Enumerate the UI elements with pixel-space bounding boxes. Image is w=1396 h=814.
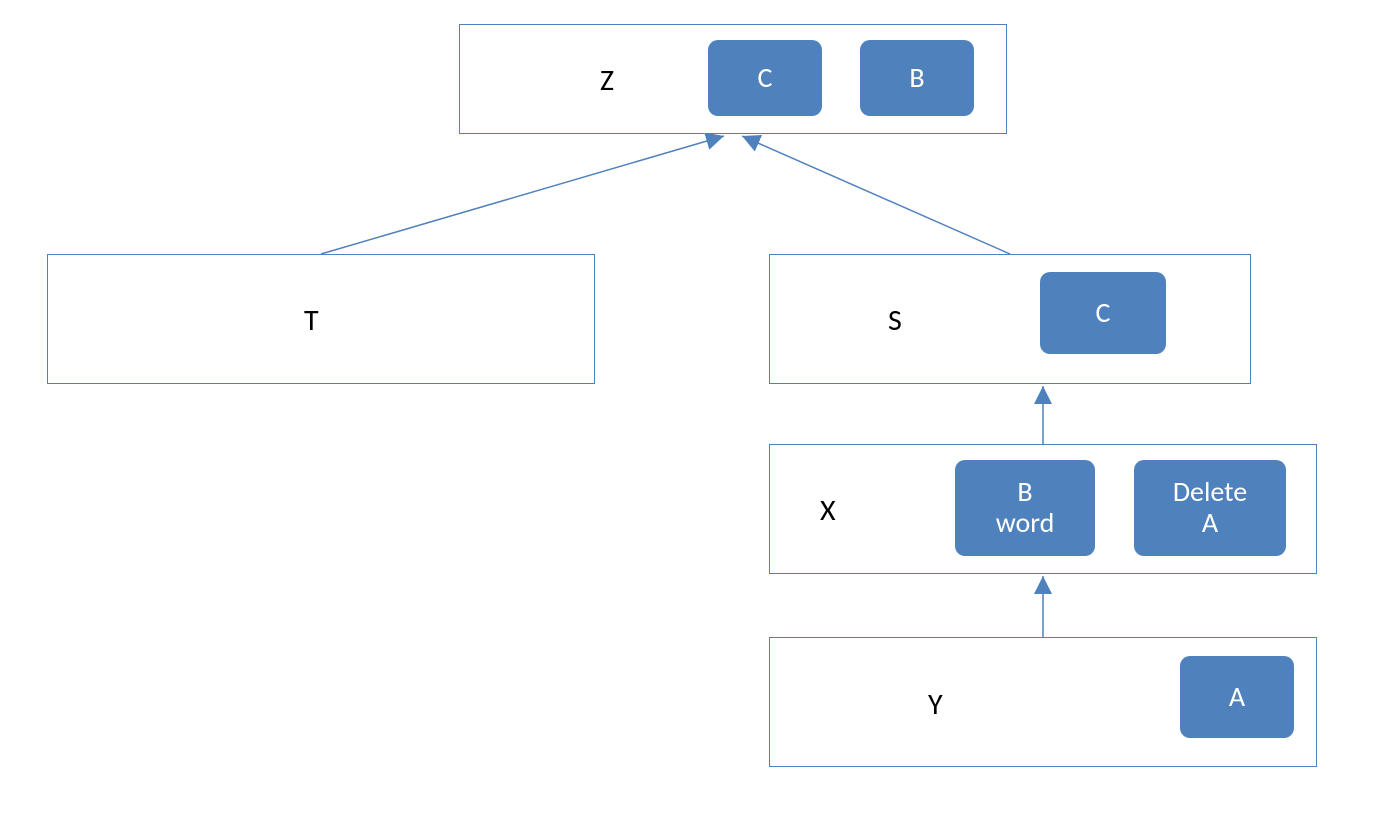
chip-Y-A: A	[1180, 656, 1294, 738]
chip-Z-C: C	[708, 40, 822, 116]
diagram-canvas: ZCBTSCXB wordDelete AYA	[0, 0, 1396, 814]
edge-S-to-Z	[742, 136, 1010, 254]
node-S	[769, 254, 1251, 384]
node-label-T: T	[304, 302, 319, 339]
chip-X-DeleteA: Delete A	[1134, 460, 1286, 556]
edge-T-to-Z	[321, 136, 724, 254]
node-label-Y: Y	[928, 686, 943, 723]
chip-Z-B: B	[860, 40, 974, 116]
chip-X-Bword: B word	[955, 460, 1095, 556]
chip-S-C: C	[1040, 272, 1166, 354]
node-label-Z: Z	[600, 62, 614, 99]
node-T	[47, 254, 595, 384]
node-label-S: S	[888, 302, 902, 339]
node-label-X: X	[820, 492, 836, 529]
